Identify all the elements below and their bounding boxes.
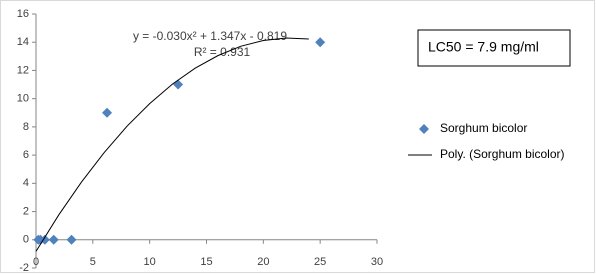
y-tick-label: 4 [23,177,29,189]
x-tick-label: 25 [314,256,326,268]
x-tick-label: 30 [371,256,383,268]
y-tick-label: -2 [19,262,29,274]
y-tick-label: 0 [23,234,29,246]
x-tick-label: 20 [257,256,269,268]
y-tick-label: 10 [17,93,29,105]
y-tick-label: 12 [17,64,29,76]
x-tick-label: 5 [90,256,96,268]
data-point [39,234,50,245]
y-tick-label: 14 [17,36,29,48]
data-point [66,234,77,245]
legend-label: Sorghum bicolor [440,121,527,135]
data-point [315,37,326,48]
r-squared: R² = 0.931 [194,45,251,59]
legend-label: Poly. (Sorghum bicolor) [440,147,565,161]
lc50-box [417,29,571,67]
trendline [35,37,309,252]
data-point [102,107,113,118]
data-point [48,234,59,245]
y-tick-label: 2 [23,205,29,217]
x-tick-label: 0 [33,256,39,268]
x-tick-label: 15 [200,256,212,268]
y-tick-label: 8 [23,121,29,133]
data-point [173,79,184,90]
lc50-label: LC50 = 7.9 mg/ml [428,39,539,55]
x-tick-label: 10 [144,256,156,268]
legend-marker [419,124,429,134]
trendline-equation: y = -0.030x² + 1.347x - 0.819 [133,29,287,43]
y-tick-label: 6 [23,149,29,161]
y-tick-label: 16 [17,8,29,20]
